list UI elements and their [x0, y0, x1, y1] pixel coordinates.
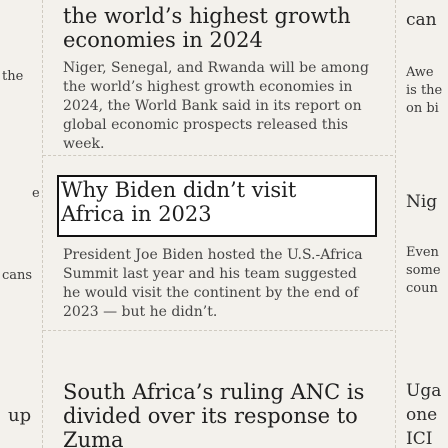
left-fragment: the — [2, 69, 24, 84]
right-fragment: ICI — [406, 429, 433, 448]
story-headline[interactable]: Why Biden didn’t visit Africa in 2023 — [61, 178, 297, 226]
main-story-column: the world’s highest growth economies in … — [43, 0, 393, 448]
right-fragment: can — [406, 10, 437, 30]
left-story-column: the e cans up — [0, 0, 40, 448]
right-fragment: is the — [406, 83, 443, 98]
column-divider — [42, 0, 43, 448]
right-fragment: Awe — [406, 65, 434, 80]
left-fragment: up — [8, 405, 32, 426]
story-divider — [43, 330, 393, 331]
story-summary: President Joe Biden hosted the U.S.-Afri… — [63, 247, 363, 320]
right-fragment: some — [406, 263, 441, 278]
right-fragment: Even — [406, 245, 439, 260]
story-headline[interactable]: the world’s highest growth economies in … — [63, 4, 351, 52]
column-divider — [395, 0, 396, 448]
right-fragment: Nig — [406, 192, 438, 212]
left-fragment: cans — [2, 268, 33, 283]
right-fragment: Uga — [406, 381, 442, 401]
story-summary: Niger, Senegal, and Rwanda will be among… — [63, 60, 369, 152]
story-headline[interactable]: South Africa’s ruling ANC is divided ove… — [63, 380, 365, 448]
right-fragment: one — [406, 405, 438, 425]
right-fragment: coun — [406, 281, 438, 296]
story-divider — [43, 155, 393, 156]
right-story-column: can Awe is the on bi Nig Even some coun … — [400, 0, 448, 448]
right-fragment: on bi — [406, 101, 439, 116]
left-fragment: e — [32, 186, 40, 201]
focused-headline-box[interactable] — [57, 175, 377, 237]
